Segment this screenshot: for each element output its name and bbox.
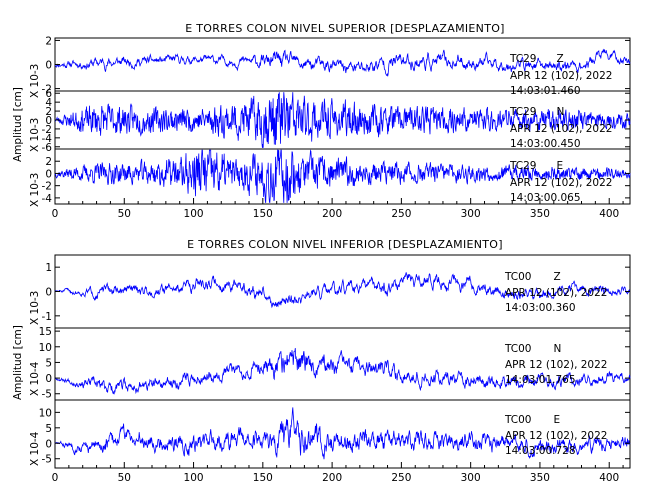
x-tick-label: 50 bbox=[118, 208, 131, 220]
station-label: TC29 N bbox=[509, 106, 564, 118]
y-tick-label: -4 bbox=[42, 193, 53, 205]
y-tick-group: -5 0 5 10 15 bbox=[39, 326, 630, 401]
y-tick-label: 0 bbox=[45, 168, 52, 180]
y-tick-label: 5 bbox=[45, 423, 52, 435]
time-label: 14:03:00.450 bbox=[510, 138, 581, 150]
date-label: APR 12 (102), 2022 bbox=[510, 70, 612, 82]
y-tick-label: 0 bbox=[45, 115, 52, 127]
waveform-trace bbox=[54, 272, 630, 309]
station-label: TC29 Z bbox=[509, 53, 564, 65]
y-tick-label: 2 bbox=[45, 156, 52, 168]
scale-label: X 10-3 bbox=[29, 64, 41, 98]
y-tick-label: -6 bbox=[42, 142, 53, 154]
y-tick-label: 2 bbox=[45, 35, 52, 47]
date-label: APR 12 (102), 2022 bbox=[505, 287, 607, 299]
x-tick-label: 50 bbox=[118, 472, 131, 484]
x-tick-label: 200 bbox=[322, 472, 342, 484]
y-tick-label: 10 bbox=[39, 342, 52, 354]
panel-frame bbox=[54, 399, 631, 469]
y-tick-label: 0 bbox=[45, 373, 52, 385]
y-tick-label: -2 bbox=[42, 84, 52, 96]
y-tick-label: 1 bbox=[45, 262, 52, 274]
date-label: APR 12 (102), 2022 bbox=[510, 177, 612, 189]
scale-label: X 10-3 bbox=[29, 291, 41, 325]
y-axis-label: Amplitud [cm] bbox=[12, 325, 24, 400]
station-label: TC00 Z bbox=[504, 271, 561, 283]
station-label: TC00 E bbox=[504, 414, 560, 426]
x-tick-label: 200 bbox=[322, 208, 342, 220]
waveform-trace bbox=[54, 407, 631, 460]
y-tick-label: -1 bbox=[42, 311, 52, 323]
x-tick-label: 350 bbox=[530, 208, 550, 220]
y-tick-label: 6 bbox=[45, 88, 52, 100]
chart-inferior: E TORRES COLON NIVEL INFERIOR [DESPLAZAM… bbox=[12, 238, 631, 484]
y-tick-group: -2 0 2 bbox=[42, 35, 630, 96]
waveform-trace bbox=[54, 348, 631, 395]
y-tick-group: -4-202 bbox=[42, 156, 630, 205]
waveform-trace bbox=[54, 149, 631, 204]
date-label: APR 12 (102), 2022 bbox=[505, 359, 607, 371]
y-tick-label: 10 bbox=[39, 407, 52, 419]
y-tick-label: 2 bbox=[45, 106, 52, 118]
waveform-trace bbox=[55, 92, 631, 148]
x-tick-label: 250 bbox=[391, 208, 411, 220]
x-tick-label: 350 bbox=[530, 472, 550, 484]
time-label: 14:03:01.765 bbox=[505, 374, 576, 386]
y-tick-label: 4 bbox=[45, 97, 52, 109]
scale-label: X 10-4 bbox=[29, 431, 41, 466]
chart-title-inferior: E TORRES COLON NIVEL INFERIOR [DESPLAZAM… bbox=[187, 238, 503, 251]
y-tick-label: -2 bbox=[42, 181, 52, 193]
x-tick-label: 300 bbox=[461, 208, 481, 220]
x-tick-label: 0 bbox=[52, 208, 59, 220]
x-tick-group: 0 50 100 150 200 250 300 350 400 bbox=[52, 198, 624, 220]
x-tick-label: 250 bbox=[391, 472, 411, 484]
x-tick-label: 100 bbox=[184, 208, 204, 220]
y-tick-label: 15 bbox=[39, 326, 52, 338]
scale-label: X 10-3 bbox=[29, 173, 41, 207]
time-label: 14:03:01.460 bbox=[510, 85, 581, 97]
x-tick-label: 400 bbox=[599, 208, 619, 220]
x-tick-label: 100 bbox=[184, 472, 204, 484]
scale-label: X 10-4 bbox=[29, 361, 41, 396]
y-tick-label: -5 bbox=[42, 389, 52, 401]
time-label: 14:03:00.360 bbox=[505, 302, 576, 314]
y-tick-label: -5 bbox=[42, 454, 52, 466]
chart-title-superior: E TORRES COLON NIVEL SUPERIOR [DESPLAZAM… bbox=[185, 22, 505, 35]
x-tick-group: 0 50 100 150 200 250 300 350 400 bbox=[52, 462, 624, 484]
y-tick-label: -4 bbox=[42, 133, 53, 145]
y-tick-group: -5 0 5 10 bbox=[39, 407, 630, 466]
y-tick-group: -1 0 1 bbox=[42, 262, 630, 323]
date-label: APR 12 (102), 2022 bbox=[505, 430, 607, 442]
time-label: 14:03:00.728 bbox=[505, 445, 576, 457]
x-tick-label: 300 bbox=[461, 472, 481, 484]
y-axis-label: Amplitud [cm] bbox=[12, 87, 24, 162]
y-tick-label: 0 bbox=[45, 60, 52, 72]
y-tick-label: 0 bbox=[45, 287, 52, 299]
y-tick-label: 5 bbox=[45, 357, 52, 369]
scale-label: X 10-3 bbox=[29, 118, 41, 152]
y-tick-label: 0 bbox=[45, 438, 52, 450]
chart-superior: E TORRES COLON NIVEL SUPERIOR [DESPLAZAM… bbox=[12, 22, 631, 220]
station-label: TC29 E bbox=[509, 160, 563, 172]
waveform-trace bbox=[54, 48, 631, 77]
y-tick-label: -2 bbox=[42, 124, 52, 136]
x-tick-label: 150 bbox=[253, 208, 273, 220]
x-tick-label: 150 bbox=[253, 472, 273, 484]
date-label: APR 12 (102), 2022 bbox=[510, 123, 612, 135]
time-label: 14:03:00.065 bbox=[510, 192, 581, 204]
x-tick-label: 400 bbox=[599, 472, 619, 484]
x-tick-label: 0 bbox=[52, 472, 59, 484]
station-label: TC00 N bbox=[504, 343, 561, 355]
